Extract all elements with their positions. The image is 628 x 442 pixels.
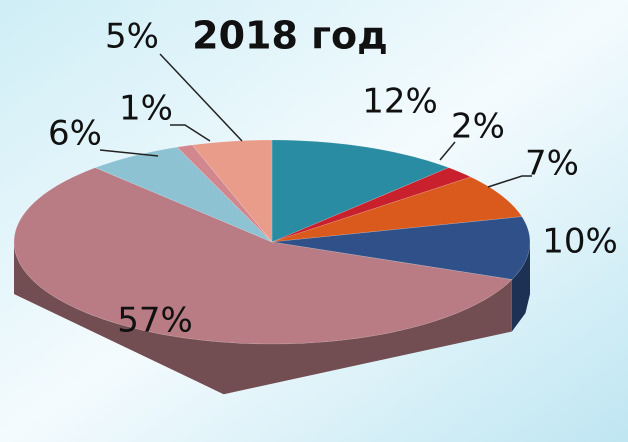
labels: 12% 2% 7% 10% 57% 6% 1% 5% bbox=[48, 17, 618, 341]
side-shade bbox=[511, 242, 530, 332]
pie-side bbox=[14, 242, 512, 395]
pie-slice bbox=[176, 144, 273, 243]
data-label: 7% bbox=[525, 144, 579, 184]
pie-slice bbox=[271, 216, 531, 280]
pie-slice bbox=[13, 167, 513, 345]
leader-line bbox=[439, 141, 456, 161]
data-label: 1% bbox=[119, 89, 173, 129]
data-label: 5% bbox=[105, 17, 159, 57]
leader-line bbox=[487, 175, 532, 188]
chart-title: 2018 год bbox=[192, 14, 388, 58]
leader-line bbox=[99, 149, 159, 157]
leader-line bbox=[159, 53, 243, 142]
data-label: 57% bbox=[117, 301, 193, 341]
pie bbox=[13, 139, 531, 395]
data-label: 12% bbox=[362, 82, 438, 122]
data-label: 6% bbox=[48, 114, 102, 154]
data-label: 2% bbox=[451, 107, 505, 147]
pie-slice bbox=[271, 176, 523, 243]
data-label: 10% bbox=[542, 222, 618, 262]
pie-side bbox=[511, 242, 530, 332]
pie-slice bbox=[271, 167, 472, 243]
pie-slice bbox=[94, 146, 273, 243]
pie-slice bbox=[271, 139, 450, 243]
side-shade bbox=[14, 242, 512, 395]
leader-line bbox=[170, 124, 211, 142]
pie-slice bbox=[191, 139, 273, 243]
